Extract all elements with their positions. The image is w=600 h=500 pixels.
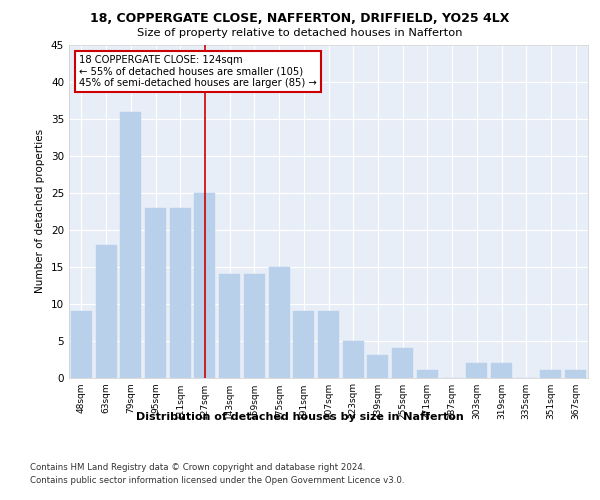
Text: Distribution of detached houses by size in Nafferton: Distribution of detached houses by size … (136, 412, 464, 422)
Bar (491, 362, 512, 378)
Bar (170, 208, 191, 378)
Bar (318, 311, 339, 378)
Bar (120, 112, 141, 378)
Text: 18, COPPERGATE CLOSE, NAFFERTON, DRIFFIELD, YO25 4LX: 18, COPPERGATE CLOSE, NAFFERTON, DRIFFIE… (91, 12, 509, 26)
Bar (194, 193, 215, 378)
Bar (417, 370, 438, 378)
Bar (95, 244, 116, 378)
Bar (343, 340, 364, 378)
Text: Contains public sector information licensed under the Open Government Licence v3: Contains public sector information licen… (30, 476, 404, 485)
Bar (219, 274, 240, 378)
Bar (367, 356, 388, 378)
Text: Size of property relative to detached houses in Nafferton: Size of property relative to detached ho… (137, 28, 463, 38)
Bar (293, 311, 314, 378)
Y-axis label: Number of detached properties: Number of detached properties (35, 129, 46, 294)
Bar (269, 266, 290, 378)
Bar (71, 311, 92, 378)
Bar (392, 348, 413, 378)
Bar (541, 370, 562, 378)
Text: Contains HM Land Registry data © Crown copyright and database right 2024.: Contains HM Land Registry data © Crown c… (30, 462, 365, 471)
Bar (565, 370, 586, 378)
Bar (466, 362, 487, 378)
Text: 18 COPPERGATE CLOSE: 124sqm
← 55% of detached houses are smaller (105)
45% of se: 18 COPPERGATE CLOSE: 124sqm ← 55% of det… (79, 55, 317, 88)
Bar (145, 208, 166, 378)
Bar (244, 274, 265, 378)
